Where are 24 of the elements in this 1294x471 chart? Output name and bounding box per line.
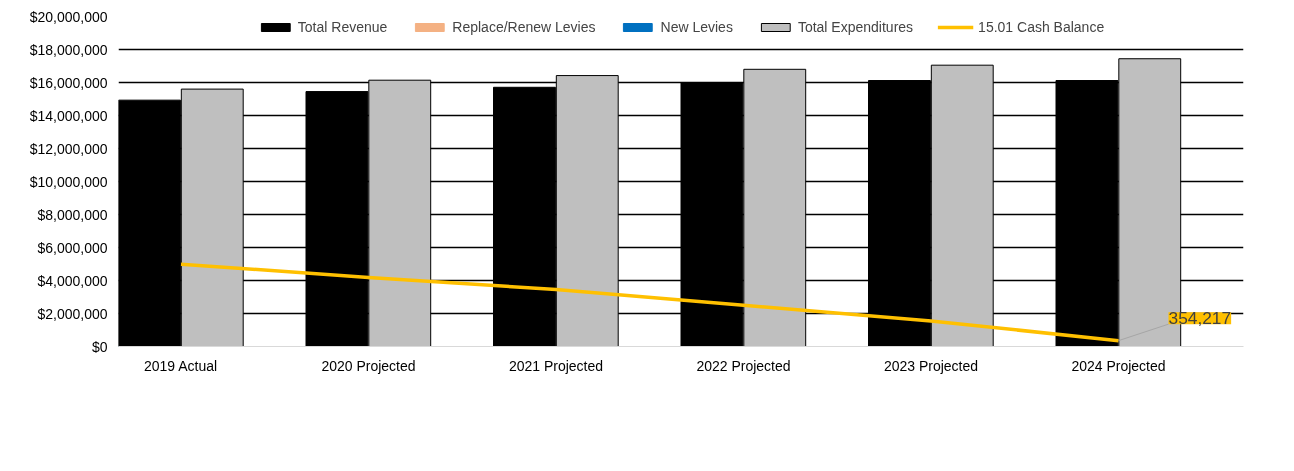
legend-label: Total Revenue: [297, 19, 388, 35]
line-series: [179, 262, 1121, 343]
legend-label: 15.01 Cash Balance: [978, 19, 1105, 35]
y-tick-label: $18,000,000: [29, 41, 108, 58]
y-tick-label: $12,000,000: [29, 140, 108, 157]
y-tick-label: $16,000,000: [29, 74, 108, 91]
y-tick-label: $14,000,000: [29, 107, 108, 124]
x-tick-label: 2023 Projected: [883, 357, 979, 374]
y-tick-label: $8,000,000: [37, 206, 108, 223]
annotation: 354,217: [1168, 308, 1232, 329]
x-tick-label: 2022 Projected: [696, 357, 791, 374]
y-tick-label: $20,000,000: [29, 8, 108, 25]
x-tick-label: 2021 Projected: [508, 357, 604, 374]
y-tick-label: $2,000,000: [37, 305, 108, 322]
x-tick-label: 2024 Projected: [1071, 357, 1166, 374]
y-tick-label: $4,000,000: [37, 272, 108, 289]
legend-label: Total Expenditures: [797, 19, 914, 35]
x-tick-label: 2019 Actual: [144, 357, 218, 374]
legend-label: New Levies: [660, 19, 733, 35]
y-tick-label: $6,000,000: [37, 239, 108, 256]
y-tick-label: $10,000,000: [29, 173, 108, 190]
legend-label: Replace/Renew Levies: [452, 19, 596, 35]
x-tick-label: 2020 Projected: [321, 357, 416, 374]
y-tick-label: $0: [91, 338, 108, 355]
